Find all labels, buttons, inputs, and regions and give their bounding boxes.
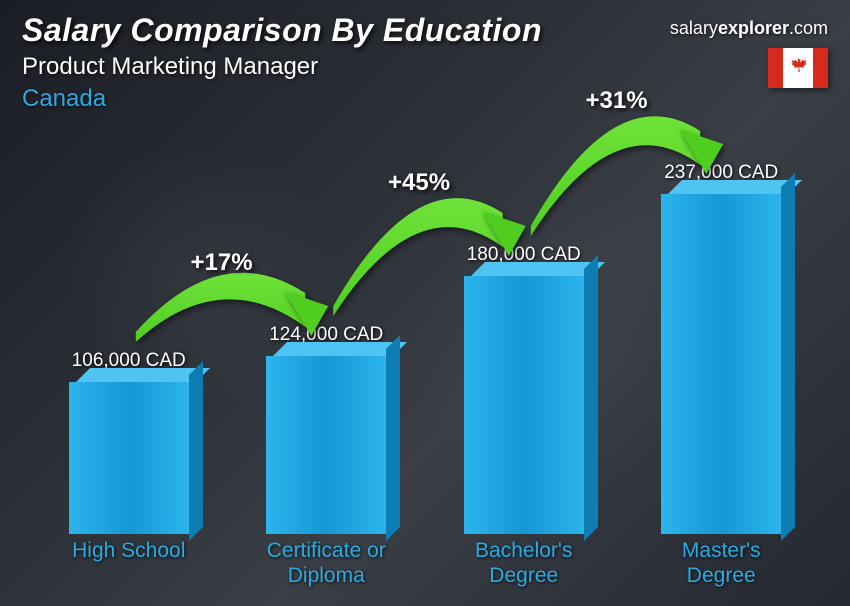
bar <box>266 356 386 534</box>
bars-row: 106,000 CAD124,000 CAD180,000 CAD237,000… <box>30 118 820 534</box>
maple-leaf-icon <box>783 48 813 88</box>
increase-badge: +31% <box>586 87 648 115</box>
chart-area: 106,000 CAD124,000 CAD180,000 CAD237,000… <box>30 118 820 588</box>
brand-watermark: salaryexplorer.com <box>670 18 828 39</box>
brand-part-light: salary <box>670 18 718 38</box>
bar <box>464 276 584 534</box>
labels-row: High SchoolCertificate orDiplomaBachelor… <box>30 538 820 588</box>
bar-slot: 180,000 CAD <box>425 244 623 534</box>
bar-category-label: Bachelor'sDegree <box>425 538 623 588</box>
bar-category-label: High School <box>30 538 228 588</box>
bar-slot: 106,000 CAD <box>30 350 228 534</box>
bar-slot: 124,000 CAD <box>228 324 426 534</box>
country-label: Canada <box>22 85 542 113</box>
page-title: Salary Comparison By Education <box>22 12 542 49</box>
bar-category-label: Master'sDegree <box>623 538 821 588</box>
brand-part-bold: explorer <box>718 18 789 38</box>
job-subtitle: Product Marketing Manager <box>22 53 542 81</box>
bar <box>661 194 781 534</box>
header: Salary Comparison By Education Product M… <box>22 12 542 113</box>
bar <box>69 382 189 534</box>
flag-icon <box>768 48 828 88</box>
bar-category-label: Certificate orDiploma <box>228 538 426 588</box>
brand-part-suffix: .com <box>789 18 828 38</box>
infographic-container: Salary Comparison By Education Product M… <box>0 0 850 606</box>
bar-slot: 237,000 CAD <box>623 162 821 534</box>
